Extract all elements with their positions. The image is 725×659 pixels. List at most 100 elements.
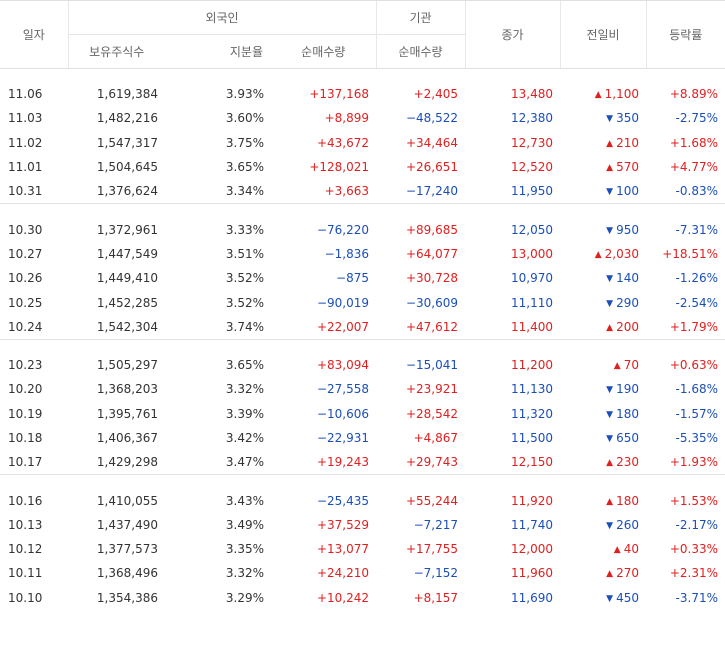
cell-date: 10.31 bbox=[8, 184, 43, 199]
table-row: 10.25 1,452,285 3.52% −90,019 −30,609 11,110 ▼… bbox=[0, 290, 725, 314]
triangle-up-icon: ▲ bbox=[606, 569, 614, 580]
change-value: 290 bbox=[616, 295, 639, 310]
cell-change: ▼ 260 bbox=[560, 513, 646, 537]
group-separator bbox=[0, 474, 725, 489]
cell-date: 10.30 bbox=[8, 222, 43, 237]
cell-holdings: 1,482,216 bbox=[96, 111, 158, 126]
triangle-up-icon: ▲ bbox=[606, 138, 614, 149]
header-institution: 기관 bbox=[375, 0, 465, 35]
cell-foreign-net: +3,663 bbox=[324, 184, 369, 199]
cell-foreign-net: +37,529 bbox=[316, 517, 369, 532]
header-foreign-net: 순매수량 bbox=[271, 34, 376, 69]
table-row: 10.17 1,429,298 3.47% +19,243 +29,743 12,150 ▲… bbox=[0, 450, 725, 475]
cell-inst-net: −17,240 bbox=[405, 184, 458, 199]
cell-rate: +2.31% bbox=[669, 566, 718, 581]
cell-foreign-net: −22,931 bbox=[316, 431, 369, 445]
cell-close: 11,500 bbox=[511, 431, 553, 445]
cell-date: 10.25 bbox=[8, 295, 43, 310]
cell-holdings: 1,376,624 bbox=[96, 184, 158, 199]
change-value: 40 bbox=[623, 542, 639, 557]
cell-change: ▲ 70 bbox=[560, 353, 646, 377]
change-value: 140 bbox=[616, 271, 639, 286]
change-value: 190 bbox=[616, 382, 639, 397]
header-close: 종가 bbox=[464, 0, 560, 69]
table-row: 10.27 1,447,549 3.51% −1,836 +64,077 13,000 ▲ 2… bbox=[0, 242, 725, 266]
cell-inst-net: +2,405 bbox=[413, 87, 458, 102]
cell-inst-net: +26,651 bbox=[405, 160, 458, 175]
triangle-down-icon: ▼ bbox=[606, 434, 614, 444]
cell-holdings: 1,368,496 bbox=[96, 566, 158, 581]
cell-change: ▼ 180 bbox=[560, 402, 646, 426]
cell-rate: -1.57% bbox=[675, 406, 718, 421]
cell-rate: -7.31% bbox=[675, 222, 718, 237]
change-value: 100 bbox=[616, 184, 639, 199]
triangle-down-icon: ▼ bbox=[606, 274, 614, 285]
cell-close: 13,480 bbox=[511, 87, 553, 102]
cell-change: ▼ 450 bbox=[560, 586, 646, 610]
cell-inst-net: +4,867 bbox=[413, 431, 458, 445]
cell-ratio: 3.51% bbox=[225, 246, 264, 261]
triangle-down-icon: ▼ bbox=[606, 520, 614, 531]
change-value: 230 bbox=[616, 455, 639, 470]
cell-rate: -5.35% bbox=[675, 431, 718, 445]
cell-rate: +0.33% bbox=[669, 542, 718, 557]
header-inst-net: 순매수량 bbox=[375, 34, 465, 69]
cell-close: 12,150 bbox=[511, 455, 553, 470]
cell-rate: -2.17% bbox=[675, 517, 718, 532]
cell-change: ▲ 40 bbox=[560, 537, 646, 561]
cell-rate: +1.53% bbox=[669, 493, 718, 508]
cell-change: ▼ 100 bbox=[560, 179, 646, 204]
cell-ratio: 3.39% bbox=[225, 406, 264, 421]
cell-foreign-net: +83,094 bbox=[316, 358, 369, 373]
cell-holdings: 1,406,367 bbox=[96, 431, 158, 445]
cell-foreign-net: +8,899 bbox=[324, 111, 369, 126]
cell-rate: -1.68% bbox=[675, 382, 718, 397]
cell-rate: +1.68% bbox=[669, 135, 718, 150]
cell-foreign-net: +13,077 bbox=[316, 542, 369, 557]
cell-ratio: 3.52% bbox=[225, 295, 264, 310]
table-row: 10.20 1,368,203 3.32% −27,558 +23,921 11,130 ▼… bbox=[0, 377, 725, 401]
cell-inst-net: +29,743 bbox=[405, 455, 458, 470]
cell-close: 11,400 bbox=[511, 319, 553, 334]
triangle-up-icon: ▲ bbox=[606, 163, 614, 174]
table-row: 11.06 1,619,384 3.93% +137,168 +2,405 13,480 ▲… bbox=[0, 82, 725, 106]
cell-rate: +1.79% bbox=[669, 319, 718, 334]
cell-holdings: 1,372,961 bbox=[96, 222, 158, 237]
cell-date: 10.12 bbox=[8, 542, 43, 557]
triangle-down-icon: ▼ bbox=[606, 114, 614, 125]
change-value: 950 bbox=[616, 222, 639, 237]
cell-foreign-net: +10,242 bbox=[316, 590, 369, 605]
cell-close: 12,380 bbox=[511, 111, 553, 126]
header-change: 전일비 bbox=[559, 0, 646, 69]
cell-inst-net: +34,464 bbox=[405, 135, 458, 150]
cell-date: 11.06 bbox=[8, 87, 43, 102]
cell-rate: -2.75% bbox=[675, 111, 718, 126]
cell-holdings: 1,449,410 bbox=[96, 271, 158, 286]
table-row: 10.16 1,410,055 3.43% −25,435 +55,244 11,920 ▲… bbox=[0, 488, 725, 512]
cell-rate: +8.89% bbox=[669, 87, 718, 102]
cell-ratio: 3.47% bbox=[225, 455, 264, 470]
cell-foreign-net: +24,210 bbox=[316, 566, 369, 581]
cell-date: 10.19 bbox=[8, 406, 43, 421]
cell-change: ▼ 950 bbox=[560, 217, 646, 241]
cell-inst-net: −48,522 bbox=[405, 111, 458, 126]
cell-close: 11,320 bbox=[511, 406, 553, 421]
cell-change: ▼ 650 bbox=[560, 426, 646, 450]
cell-inst-net: +89,685 bbox=[405, 222, 458, 237]
cell-close: 11,130 bbox=[511, 382, 553, 397]
cell-change: ▲ 200 bbox=[560, 315, 646, 340]
cell-inst-net: +30,728 bbox=[405, 271, 458, 286]
cell-foreign-net: +43,672 bbox=[316, 135, 369, 150]
cell-foreign-net: +22,007 bbox=[316, 319, 369, 334]
cell-holdings: 1,410,055 bbox=[96, 493, 158, 508]
cell-ratio: 3.49% bbox=[225, 517, 264, 532]
cell-holdings: 1,447,549 bbox=[96, 246, 158, 261]
triangle-down-icon: ▼ bbox=[606, 409, 614, 420]
cell-rate: +1.93% bbox=[669, 455, 718, 470]
cell-ratio: 3.65% bbox=[225, 160, 264, 175]
cell-ratio: 3.43% bbox=[225, 493, 264, 508]
table-row: 10.19 1,395,761 3.39% −10,606 +28,542 11,320 ▼… bbox=[0, 402, 725, 426]
cell-ratio: 3.93% bbox=[225, 87, 264, 102]
cell-rate: -2.54% bbox=[675, 295, 718, 310]
change-value: 200 bbox=[616, 319, 639, 334]
